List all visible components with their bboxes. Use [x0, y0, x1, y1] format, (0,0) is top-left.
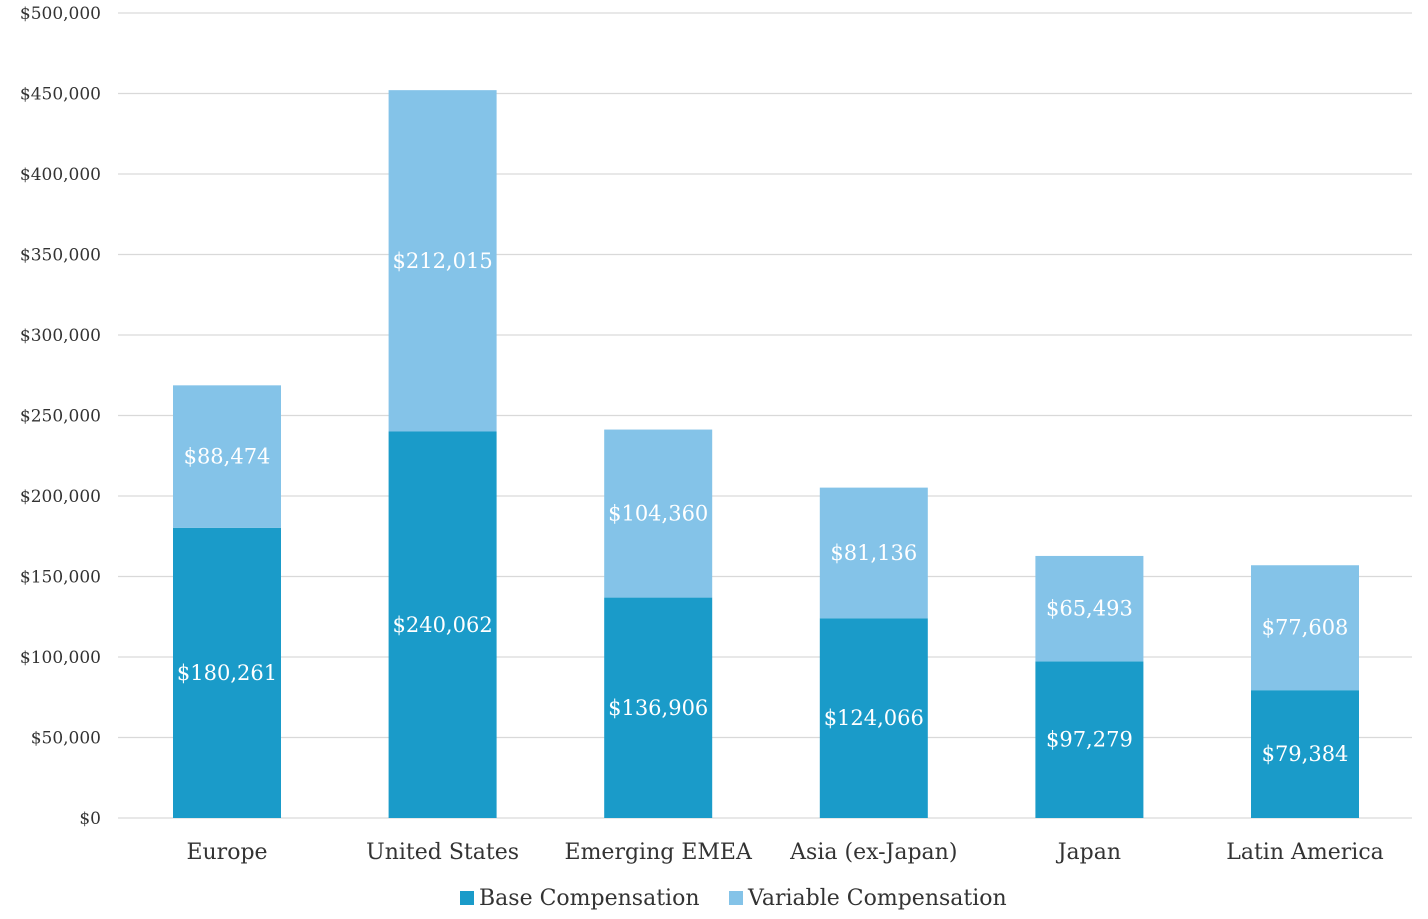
- y-axis-tick-labels: $0 $50,000 $100,000 $150,000 $200,000 $250,00…: [20, 4, 101, 829]
- bar-base-5: [1251, 690, 1359, 818]
- x-category-label: Asia (ex-Japan): [789, 840, 957, 865]
- y-tick-label: $400,000: [20, 165, 101, 185]
- x-category-label: United States: [366, 840, 519, 865]
- bar-variable-5: [1251, 565, 1359, 691]
- x-category-label: Latin America: [1226, 840, 1384, 865]
- x-axis-category-labels: Europe United States Emerging EMEA Asia (ex…: [186, 840, 1383, 865]
- bar-variable-0: [173, 385, 281, 528]
- data-label-variable-5: $77,608: [1262, 616, 1349, 640]
- y-tick-label: $0: [79, 809, 101, 829]
- legend-swatch: [460, 891, 474, 905]
- y-tick-label: $50,000: [31, 729, 101, 749]
- bar-base-3: [819, 618, 928, 818]
- bar-base-2: [604, 597, 713, 818]
- data-label-variable-2: $104,360: [608, 502, 708, 526]
- data-label-variable-4: $65,493: [1046, 597, 1133, 621]
- data-label-base-4: $97,279: [1046, 728, 1133, 752]
- legend: Base Compensation Variable Compensation: [460, 886, 1007, 911]
- y-tick-label: $150,000: [20, 568, 101, 588]
- x-category-label: Emerging EMEA: [565, 840, 753, 865]
- bar-variable-1: [388, 90, 497, 432]
- y-tick-label: $350,000: [20, 246, 101, 266]
- y-tick-label: $300,000: [20, 326, 101, 346]
- data-label-variable-1: $212,015: [392, 249, 492, 273]
- y-tick-label: $200,000: [20, 487, 101, 507]
- bar-base-1: [388, 431, 497, 818]
- bars: [173, 90, 1359, 818]
- y-tick-label: $450,000: [20, 85, 101, 105]
- bar-base-0: [173, 527, 281, 818]
- y-tick-label: $100,000: [20, 648, 101, 668]
- data-label-base-1: $240,062: [392, 613, 492, 637]
- data-label-base-5: $79,384: [1262, 742, 1349, 766]
- bar-variable-2: [604, 429, 713, 598]
- bar-variable-4: [1035, 555, 1144, 662]
- legend-swatch: [729, 891, 743, 905]
- y-tick-label: $250,000: [20, 407, 101, 427]
- x-category-label: Japan: [1056, 840, 1121, 865]
- data-labels: $180,261 $88,474 $240,062 $212,015 $136,906 $…: [177, 249, 1349, 766]
- legend-label: Base Compensation: [479, 886, 700, 911]
- legend-label: Variable Compensation: [747, 886, 1007, 911]
- data-label-base-0: $180,261: [177, 661, 277, 685]
- data-label-variable-3: $81,136: [830, 541, 917, 565]
- bar-variable-3: [819, 487, 928, 619]
- data-label-variable-0: $88,474: [184, 445, 271, 469]
- x-category-label: Europe: [186, 840, 267, 865]
- bar-base-4: [1035, 661, 1144, 818]
- data-label-base-2: $136,906: [608, 696, 708, 720]
- data-label-base-3: $124,066: [824, 706, 924, 730]
- y-tick-label: $500,000: [20, 4, 101, 24]
- gridlines: [118, 12, 1412, 819]
